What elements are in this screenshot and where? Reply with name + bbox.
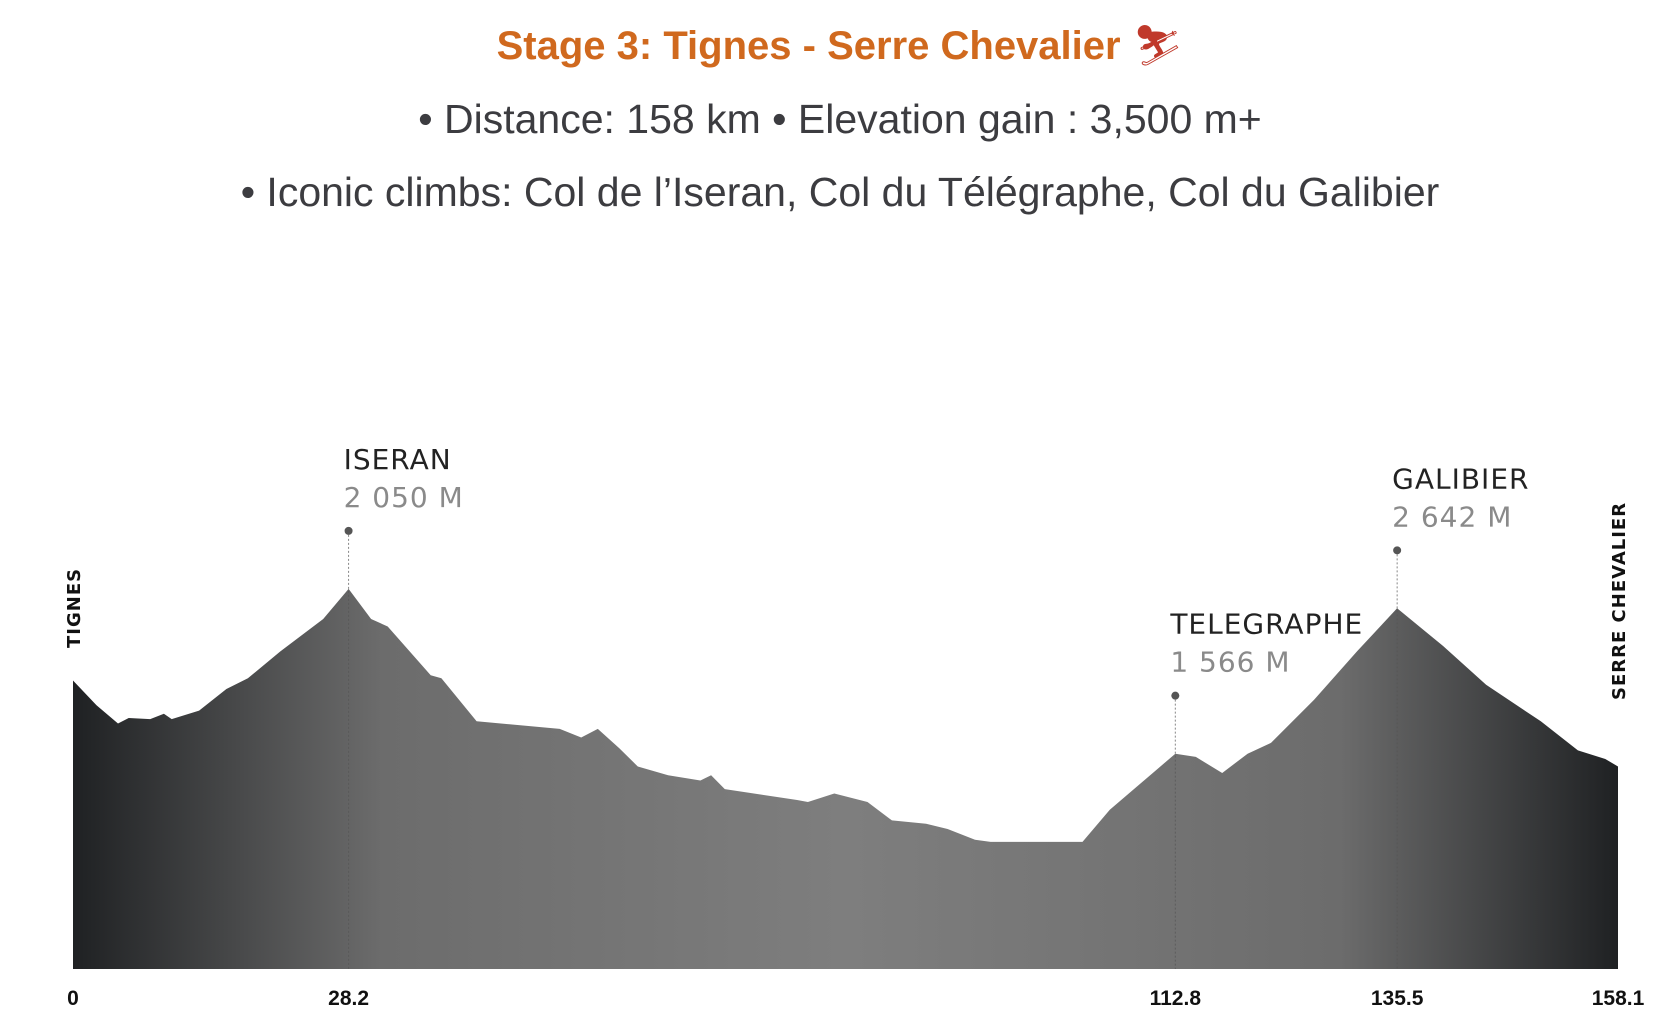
x-tick-label: 135.5 — [1371, 987, 1424, 1010]
x-tick-label: 158.1 — [1592, 987, 1645, 1010]
iconic-climbs-line: • Iconic climbs: Col de l’Iseran, Col du… — [240, 169, 1440, 215]
peak-elevation: 2 050 M — [344, 481, 464, 514]
peak-name: TELEGRAPHE — [1169, 608, 1363, 641]
elevation-area — [73, 588, 1618, 969]
peak-elevation: 2 642 M — [1392, 500, 1512, 533]
skier-icon: ⛷ — [1132, 23, 1184, 69]
distance-elevation-line: • Distance: 158 km • Elevation gain : 3,… — [418, 96, 1262, 142]
peak-name: GALIBIER — [1392, 462, 1529, 495]
x-tick-label: 28.2 — [328, 987, 369, 1010]
x-tick-label: 112.8 — [1150, 987, 1202, 1010]
end-label: SERRE CHEVALIER — [1609, 502, 1630, 700]
stage-title-text: Stage 3: Tignes - Serre Chevalier — [496, 24, 1121, 68]
x-tick-label: 0 — [67, 987, 79, 1010]
peak-dot — [1393, 546, 1402, 555]
peak-dot — [1171, 691, 1180, 700]
peak-marker-telegraphe: TELEGRAPHE 1 566 M — [1169, 608, 1363, 969]
peak-dot — [344, 526, 353, 535]
peak-marker-iseran: ISERAN 2 050 M — [344, 443, 464, 969]
stage-title: Stage 3: Tignes - Serre Chevalier ⛷ — [0, 22, 1680, 69]
peak-name: ISERAN — [344, 443, 452, 476]
peak-elevation: 1 566 M — [1170, 646, 1290, 679]
peak-marker-galibier: GALIBIER 2 642 M — [1392, 462, 1529, 969]
start-label: TIGNES — [64, 568, 85, 648]
